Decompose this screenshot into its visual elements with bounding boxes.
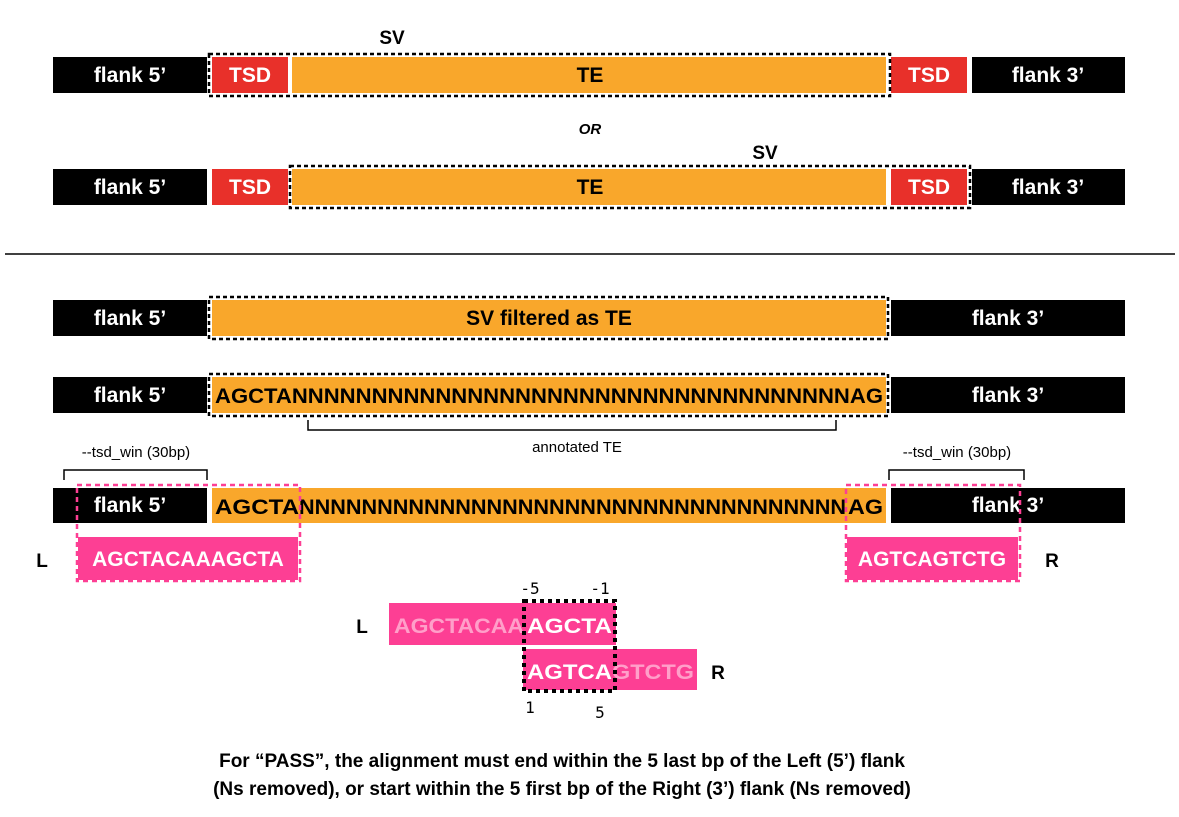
flank3-block [891, 377, 1125, 413]
tsd-win-right-label: --tsd_win (30bp) [903, 444, 1011, 461]
flank3-block [972, 57, 1125, 93]
tsd-block [891, 57, 967, 93]
annotated-te-label: annotated TE [532, 439, 622, 456]
flank3-block [891, 488, 1125, 523]
left-seq-matched: AGCTA [527, 615, 612, 638]
te-label: TE [577, 64, 604, 87]
tsd-win-left-label: --tsd_win (30bp) [82, 444, 190, 461]
row-sv-filtered: flank 5’ SV filtered as TE flank 3’ [53, 295, 1125, 341]
tick-1: 1 [525, 698, 535, 717]
flank3-label: flank 3’ [972, 384, 1044, 407]
tsd-win-left-bracket [63, 469, 208, 480]
flank3-block [972, 169, 1125, 205]
flank3-label: flank 3’ [1012, 176, 1084, 199]
sv-seq-left: AGCTA [215, 496, 299, 519]
left-label: L [36, 551, 48, 572]
right-seq-unmatched: GTCTG [612, 661, 694, 684]
flank5-label: flank 5’ [94, 307, 166, 330]
left-seq-unmatched: AGCTACAA [394, 615, 524, 638]
tsd-block [891, 169, 967, 205]
sv-dashed-box [207, 52, 892, 98]
or-label: OR [579, 121, 602, 138]
left-tsd-seq: AGCTACAAAGCTA [92, 548, 284, 571]
tsd-win-right-bracket [888, 469, 1025, 480]
left-seq-block [389, 603, 616, 645]
row-sequence: flank 5’ AGCTANNNNNNNNNNNNNNNNNNNNNNNNNN… [53, 372, 1125, 456]
right-tsd-seq: AGTCAGTCTG [858, 548, 1006, 571]
sv-sequence-block [212, 377, 886, 413]
right-tsd-seq-block [847, 537, 1018, 580]
left-label: L [356, 617, 368, 638]
te-block [292, 169, 886, 205]
caption-line-2: (Ns removed), or start within the 5 firs… [213, 779, 911, 800]
left-tsd-seq-block [78, 537, 298, 580]
row-sv-with-right-tsd: flank 5’ TSD TE TSD flank 3’ SV [53, 143, 1125, 210]
sv-label: SV [379, 28, 405, 49]
te-block [292, 57, 886, 93]
tsd-label: TSD [229, 176, 271, 199]
sv-dashed-box [288, 164, 972, 210]
tsd-label: TSD [908, 64, 950, 87]
sv-dashed-box [207, 295, 890, 341]
sv-seq-right: AG [848, 496, 883, 519]
row-tsd-window: --tsd_win (30bp) --tsd_win (30bp) flank … [36, 444, 1125, 583]
flank5-label: flank 5’ [94, 494, 166, 517]
tick-minus5: -5 [520, 579, 539, 598]
flank5-block [53, 300, 207, 336]
sv-sequence: AGCTANNNNNNNNNNNNNNNNNNNNNNNNNNNNNNNNNNN… [215, 385, 883, 408]
flank5-block [53, 488, 207, 523]
sv-filtered-label: SV filtered as TE [466, 307, 632, 330]
row-sv-with-left-tsd: flank 5’ TSD TE TSD flank 3’ SV [53, 28, 1125, 98]
tsd-label: TSD [908, 176, 950, 199]
flank3-label: flank 3’ [972, 494, 1044, 517]
right-label: R [1045, 551, 1059, 572]
tsd-block [212, 57, 288, 93]
te-label: TE [577, 176, 604, 199]
sv-dashed-box [207, 372, 890, 418]
right-seq-matched: AGTCA [527, 661, 612, 684]
tick-5: 5 [595, 703, 605, 722]
flank5-block [53, 377, 207, 413]
sv-seq-middle: NNNNNNNNNNNNNNNNNNNNNNNNNNNNNNNNNNN [299, 496, 846, 519]
flank3-label: flank 3’ [972, 307, 1044, 330]
caption-line-1: For “PASS”, the alignment must end withi… [219, 751, 905, 772]
tsd-block [212, 169, 288, 205]
left-window-box [75, 483, 302, 583]
right-seq-block [523, 649, 697, 690]
flank3-label: flank 3’ [1012, 64, 1084, 87]
tick-minus1: -1 [590, 579, 609, 598]
sv-sequence-block [212, 488, 886, 523]
sv-label: SV [752, 143, 778, 164]
flank5-label: flank 5’ [94, 176, 166, 199]
right-label: R [711, 663, 725, 684]
flank5-block [53, 57, 207, 93]
alignment-detail: L AGCTACAA AGCTA AGTCA GTCTG R -5 -1 1 5 [356, 579, 725, 722]
tsd-label: TSD [229, 64, 271, 87]
sv-te-block [212, 300, 886, 336]
flank5-label: flank 5’ [94, 384, 166, 407]
match-window-box [522, 599, 617, 693]
annotated-te-bracket [307, 420, 837, 431]
flank3-block [891, 300, 1125, 336]
flank5-block [53, 169, 207, 205]
flank5-label: flank 5’ [94, 64, 166, 87]
